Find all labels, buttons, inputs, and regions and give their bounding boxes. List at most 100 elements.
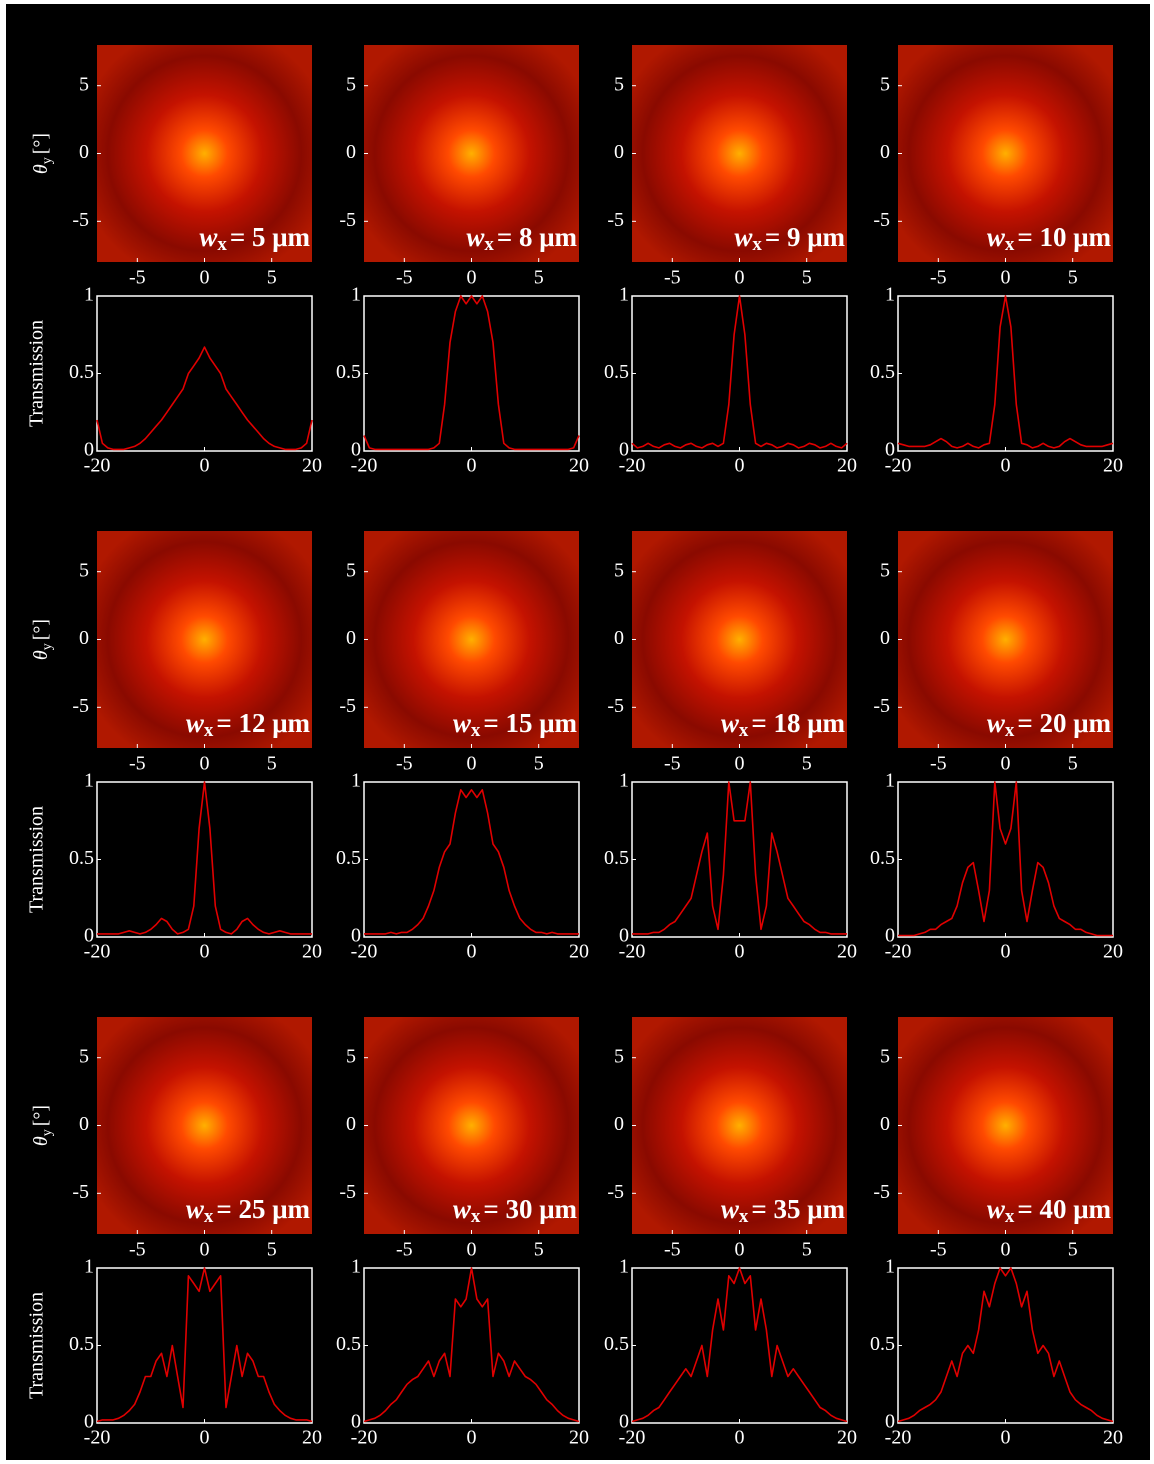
y-tick-label: 0	[614, 627, 624, 649]
plot-frame	[631, 781, 848, 938]
y-axis-label-sub: y	[40, 1129, 55, 1136]
x-tick-label: 5	[267, 1239, 277, 1261]
annotation-sub: x	[752, 234, 762, 255]
y-tick-label: -5	[339, 695, 356, 717]
x-tick-label: 5	[534, 267, 544, 289]
x-tick-label: 0	[1001, 1239, 1011, 1261]
x-tick-label: 20	[837, 1427, 857, 1449]
x-tick-label: 5	[534, 753, 544, 775]
annotation: wx = 12 μm	[186, 708, 311, 741]
annotation-sub: x	[739, 1206, 749, 1227]
annotation-rest: = 10 μm	[1017, 222, 1111, 252]
y-tick-label: 0	[351, 439, 361, 461]
x-tick-label: 0	[200, 941, 210, 963]
annotation: wx = 40 μm	[987, 1194, 1112, 1227]
y-tick-label: 5	[79, 73, 89, 95]
x-tick-label: 0	[1001, 753, 1011, 775]
y-tick-label: 0	[885, 1411, 895, 1433]
transmission-line	[631, 295, 848, 449]
x-tick-label: 0	[200, 753, 210, 775]
transmission-line	[897, 295, 1114, 449]
y-tick-label: -5	[72, 209, 89, 231]
y-tick-label: 1	[351, 284, 361, 306]
x-tick-label: 0	[200, 1427, 210, 1449]
y-tick-label: 0	[84, 1411, 94, 1433]
y-tick-label: 5	[880, 1045, 890, 1067]
y-axis-label: Transmission	[26, 1292, 48, 1399]
x-tick-label: -20	[84, 1427, 111, 1449]
x-tick-label: -5	[664, 1239, 681, 1261]
y-tick-label: 5	[346, 559, 356, 581]
x-tick-label: -5	[396, 267, 413, 289]
annotation-main: w	[987, 708, 1006, 738]
y-tick-label: 0.5	[336, 847, 361, 869]
y-tick-label: 1	[351, 770, 361, 792]
plot-frame	[96, 295, 313, 452]
x-tick-label: -5	[930, 267, 947, 289]
plot-frame	[363, 295, 580, 452]
y-axis-label: Transmission	[26, 806, 48, 913]
y-tick-label: 5	[346, 1045, 356, 1067]
x-tick-label: 0	[200, 267, 210, 289]
heatmap-image	[364, 45, 579, 262]
y-tick-label: 0	[885, 439, 895, 461]
annotation-rest: = 25 μm	[216, 1194, 310, 1224]
x-tick-label: -20	[619, 941, 646, 963]
y-axis-label-main: θ	[30, 650, 52, 660]
heatmap-image	[632, 1017, 847, 1234]
y-axis-label: θy [°]	[30, 1105, 56, 1146]
y-axis-label-sub: y	[40, 157, 55, 164]
y-tick-label: 5	[614, 559, 624, 581]
y-tick-label: 0.5	[69, 361, 94, 383]
y-tick-label: 0.5	[604, 1333, 629, 1355]
plot-frame	[897, 295, 1114, 452]
x-tick-label: 20	[1103, 941, 1123, 963]
heatmap-image	[364, 531, 579, 748]
y-axis-label: Transmission	[26, 320, 48, 427]
y-tick-label: -5	[607, 1181, 624, 1203]
x-tick-label: -5	[129, 1239, 146, 1261]
y-tick-label: 0.5	[604, 361, 629, 383]
y-tick-label: 5	[880, 73, 890, 95]
transmission-line	[897, 1267, 1114, 1423]
y-tick-label: 1	[84, 1256, 94, 1278]
y-tick-label: 0	[84, 925, 94, 947]
x-tick-label: 20	[302, 941, 322, 963]
y-tick-label: -5	[607, 695, 624, 717]
y-tick-label: 1	[885, 770, 895, 792]
annotation: wx = 20 μm	[987, 708, 1112, 741]
y-tick-label: 0.5	[336, 1333, 361, 1355]
y-tick-label: 0	[346, 1113, 356, 1135]
heatmap-image	[898, 531, 1113, 748]
x-tick-label: 0	[467, 455, 477, 477]
x-tick-label: 0	[735, 753, 745, 775]
y-tick-label: 0.5	[69, 1333, 94, 1355]
y-axis-label-main: θ	[30, 1136, 52, 1146]
transmission-line	[898, 781, 1113, 937]
x-tick-label: -20	[84, 455, 111, 477]
y-tick-label: 0	[351, 1411, 361, 1433]
x-tick-label: 5	[267, 267, 277, 289]
y-tick-label: 0	[614, 1113, 624, 1135]
heatmap-image	[97, 531, 312, 748]
y-tick-label: -5	[339, 209, 356, 231]
x-tick-label: 0	[735, 267, 745, 289]
x-tick-label: 5	[1068, 267, 1078, 289]
y-tick-label: 0	[885, 925, 895, 947]
x-tick-label: 0	[735, 1427, 745, 1449]
heatmap-image	[97, 1017, 312, 1234]
annotation-sub: x	[1005, 720, 1015, 741]
y-tick-label: 5	[79, 559, 89, 581]
annotation-rest: = 18 μm	[751, 708, 845, 738]
annotation-rest: = 35 μm	[751, 1194, 845, 1224]
x-tick-label: -5	[396, 1239, 413, 1261]
y-tick-label: 0.5	[870, 847, 895, 869]
annotation-main: w	[987, 222, 1006, 252]
transmission-line	[632, 781, 847, 935]
x-tick-label: -20	[885, 941, 912, 963]
x-tick-label: 0	[467, 941, 477, 963]
y-tick-label: 0.5	[604, 847, 629, 869]
x-tick-label: -5	[664, 753, 681, 775]
annotation-sub: x	[217, 234, 227, 255]
y-tick-label: 1	[885, 1256, 895, 1278]
